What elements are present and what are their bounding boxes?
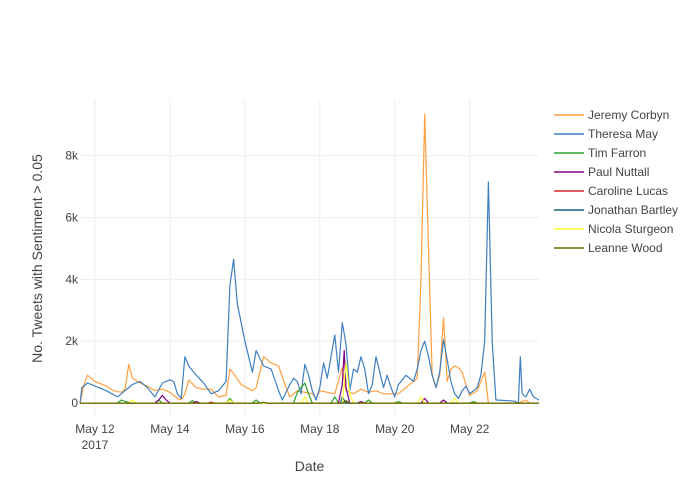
legend-label: Paul Nuttall — [588, 165, 649, 179]
legend-item[interactable]: Paul Nuttall — [554, 165, 649, 179]
x-axis-ticks: May 12 2017 May 14 May 16 May 18 May 20 May 22 — [75, 422, 489, 452]
legend: Jeremy Corbyn Theresa May Tim Farron Paul N… — [554, 108, 678, 255]
y-tick-label: 4k — [65, 272, 79, 286]
y-axis-ticks: 0 2k 4k 6k 8k — [65, 149, 79, 410]
x-tick-label: May 12 — [75, 422, 115, 436]
y-axis-title: No. Tweets with Sentiment > 0.05 — [29, 154, 45, 363]
x-axis-title: Date — [295, 458, 325, 474]
legend-item[interactable]: Leanne Wood — [554, 241, 663, 255]
x-tick-label: May 20 — [375, 422, 415, 436]
legend-item[interactable]: Caroline Lucas — [554, 184, 668, 198]
legend-item[interactable]: Tim Farron — [554, 146, 646, 160]
legend-label: Caroline Lucas — [588, 184, 668, 198]
legend-label: Jonathan Bartley — [588, 203, 678, 217]
x-tick-label: May 14 — [150, 422, 190, 436]
y-tick-label: 6k — [65, 211, 79, 225]
y-tick-label: 2k — [65, 334, 79, 348]
series-line-8 — [80, 400, 539, 404]
y-tick-label: 8k — [65, 149, 79, 163]
x-tick-sublabel: 2017 — [82, 438, 109, 452]
legend-label: Leanne Wood — [588, 241, 663, 255]
gridlines — [80, 100, 539, 417]
legend-item[interactable]: Jonathan Bartley — [554, 203, 678, 217]
legend-item[interactable]: Nicola Sturgeon — [554, 222, 673, 236]
legend-label: Nicola Sturgeon — [588, 222, 673, 236]
series-lines — [79, 113, 540, 404]
legend-item[interactable]: Theresa May — [554, 127, 658, 141]
x-tick-label: May 18 — [300, 422, 340, 436]
x-tick-label: May 16 — [225, 422, 265, 436]
series-line-2 — [79, 181, 540, 404]
legend-label: Tim Farron — [588, 146, 646, 160]
x-tick-label: May 22 — [450, 422, 490, 436]
legend-label: Theresa May — [588, 127, 658, 141]
y-tick-label: 0 — [71, 396, 78, 410]
legend-item[interactable]: Jeremy Corbyn — [554, 108, 669, 122]
legend-label: Jeremy Corbyn — [588, 108, 669, 122]
